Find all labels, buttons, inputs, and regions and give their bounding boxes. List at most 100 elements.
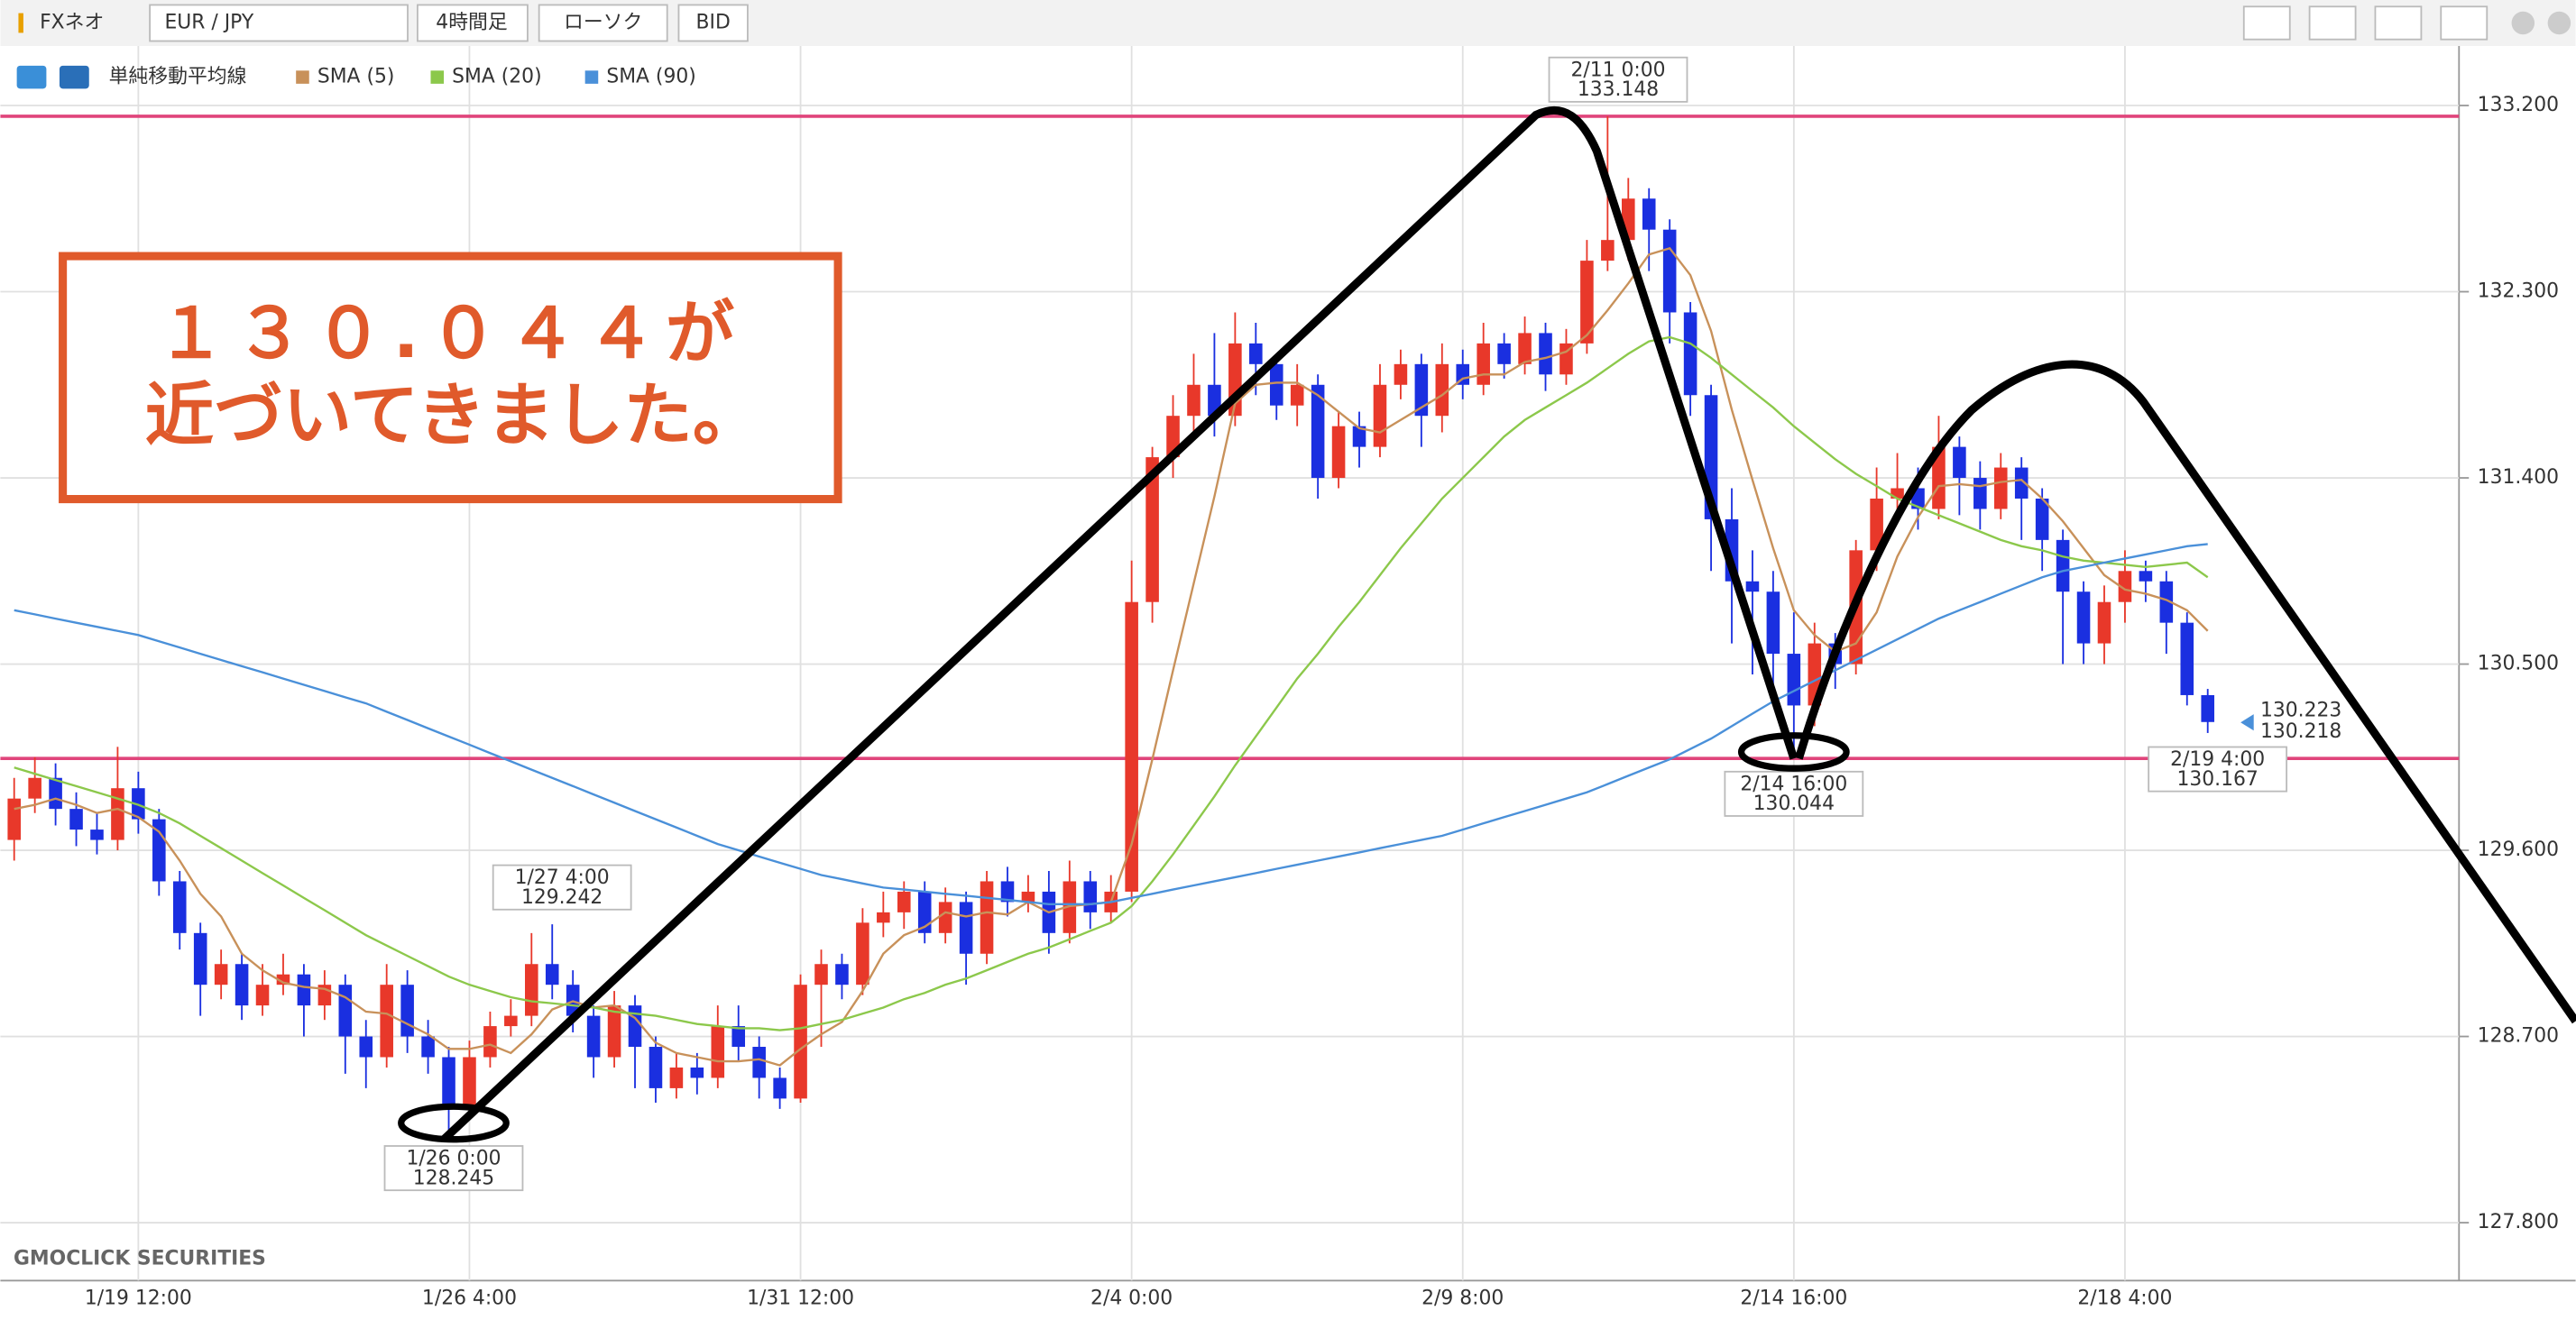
sma-line	[14, 335, 2209, 1031]
candle-body	[1249, 343, 1263, 364]
candle-body	[917, 891, 932, 933]
candle-body	[1497, 343, 1511, 364]
callout-box	[59, 252, 842, 504]
candle-body	[380, 985, 393, 1058]
annotation-box	[383, 1145, 524, 1192]
style-button[interactable]	[538, 4, 668, 42]
legend-swatch	[296, 70, 309, 84]
candle-body	[835, 964, 849, 985]
candle-body	[773, 1077, 787, 1099]
candle-body	[463, 1057, 476, 1109]
candle-body	[711, 1026, 725, 1078]
candle-body	[731, 1026, 746, 1048]
annotation-box	[1724, 770, 1864, 817]
candle-body	[483, 1026, 497, 1058]
annotation-time: 1/27 4:00	[515, 866, 610, 889]
candle-body	[400, 985, 414, 1037]
candle-body	[1435, 363, 1449, 417]
candle-body	[814, 964, 828, 985]
x-tick-label: 1/26 4:00	[422, 1287, 517, 1309]
candle-body	[2035, 498, 2049, 540]
y-tick-label: 128.700	[2478, 1025, 2559, 1048]
annotation-value: 130.044	[1753, 793, 1835, 815]
candle-body	[856, 922, 869, 985]
drawn-circle	[398, 1103, 510, 1143]
candle-body	[1559, 343, 1573, 375]
candle-body	[1953, 446, 1966, 479]
callout-text: 近づいてきました。	[145, 376, 762, 456]
sma-line	[14, 543, 2208, 905]
candle-body	[1891, 488, 1904, 499]
candle-body	[897, 891, 911, 912]
y-tick-label: 131.400	[2478, 466, 2559, 489]
candle-body	[2118, 571, 2132, 602]
price-type-button[interactable]	[677, 4, 749, 42]
window-button[interactable]	[2440, 5, 2489, 41]
pair-select[interactable]	[149, 4, 409, 42]
price-type: BID	[696, 11, 731, 33]
candle-body	[1125, 601, 1138, 892]
drawn-line	[1794, 360, 2576, 1024]
candle-body	[1973, 478, 1987, 509]
candle-body	[794, 985, 807, 1099]
drawn-line	[440, 106, 1799, 1143]
candle-body	[359, 1036, 373, 1058]
annotation-time: 1/26 0:00	[406, 1148, 501, 1170]
candle-body	[1662, 229, 1677, 313]
app-mark	[18, 13, 23, 33]
candle-body	[938, 902, 952, 933]
candle-body	[1932, 446, 1946, 509]
candle-body	[69, 809, 83, 830]
candle-body	[1290, 384, 1304, 406]
candle-body	[690, 1067, 704, 1078]
tool-button[interactable]	[2308, 5, 2357, 41]
annotation-value: 128.245	[413, 1167, 494, 1189]
candle-body	[980, 881, 994, 954]
candle-body	[1787, 654, 1801, 706]
expand-icon[interactable]	[59, 65, 89, 89]
y-tick-label: 130.500	[2478, 653, 2559, 675]
annotation-time: 2/11 0:00	[1570, 59, 1665, 81]
candle-body	[1414, 363, 1429, 417]
candle-body	[1331, 426, 1346, 479]
candle-body	[1187, 384, 1201, 417]
candle-body	[649, 1047, 663, 1088]
y-tick-label: 127.800	[2478, 1211, 2559, 1233]
candle-body	[1000, 881, 1015, 903]
y-tick-label: 132.300	[2478, 280, 2559, 303]
candle-body	[1083, 881, 1098, 912]
y-tick-label: 133.200	[2478, 94, 2559, 116]
x-tick-label: 2/9 8:00	[1421, 1287, 1504, 1309]
candle-body	[28, 777, 41, 799]
x-tick-label: 2/14 16:00	[1740, 1287, 1847, 1309]
candle-body	[193, 932, 207, 985]
candle-body	[1311, 384, 1325, 479]
candle-body	[1269, 363, 1283, 406]
candle-body	[214, 964, 228, 985]
candle-body	[1642, 198, 1656, 230]
tool-button[interactable]	[2242, 5, 2291, 41]
last-price-marker	[2240, 714, 2254, 731]
last-value: 130.218	[2260, 720, 2341, 743]
annotation-box	[1548, 56, 1688, 103]
y-tick-label: 129.600	[2478, 839, 2559, 861]
candle-body	[442, 1057, 455, 1109]
candle-body	[2201, 694, 2214, 722]
candle-body	[752, 1047, 766, 1078]
pair: EUR / JPY	[165, 11, 254, 33]
list-icon[interactable]	[16, 65, 47, 89]
timeframe-button[interactable]	[417, 4, 529, 42]
camera-button[interactable]	[2374, 5, 2423, 41]
window-control[interactable]	[2547, 11, 2571, 35]
candle-body	[1394, 363, 1408, 385]
hand-drawing	[398, 106, 2576, 1143]
candle-body	[1580, 261, 1594, 344]
window-control[interactable]	[2511, 11, 2535, 35]
drawn-circle	[1737, 732, 1850, 772]
annotation-box	[492, 864, 632, 911]
indicator-title: 単純移動平均線	[109, 66, 247, 88]
callout-text: １３０.０４４が	[156, 294, 744, 374]
x-tick-label: 2/18 4:00	[2077, 1287, 2172, 1309]
